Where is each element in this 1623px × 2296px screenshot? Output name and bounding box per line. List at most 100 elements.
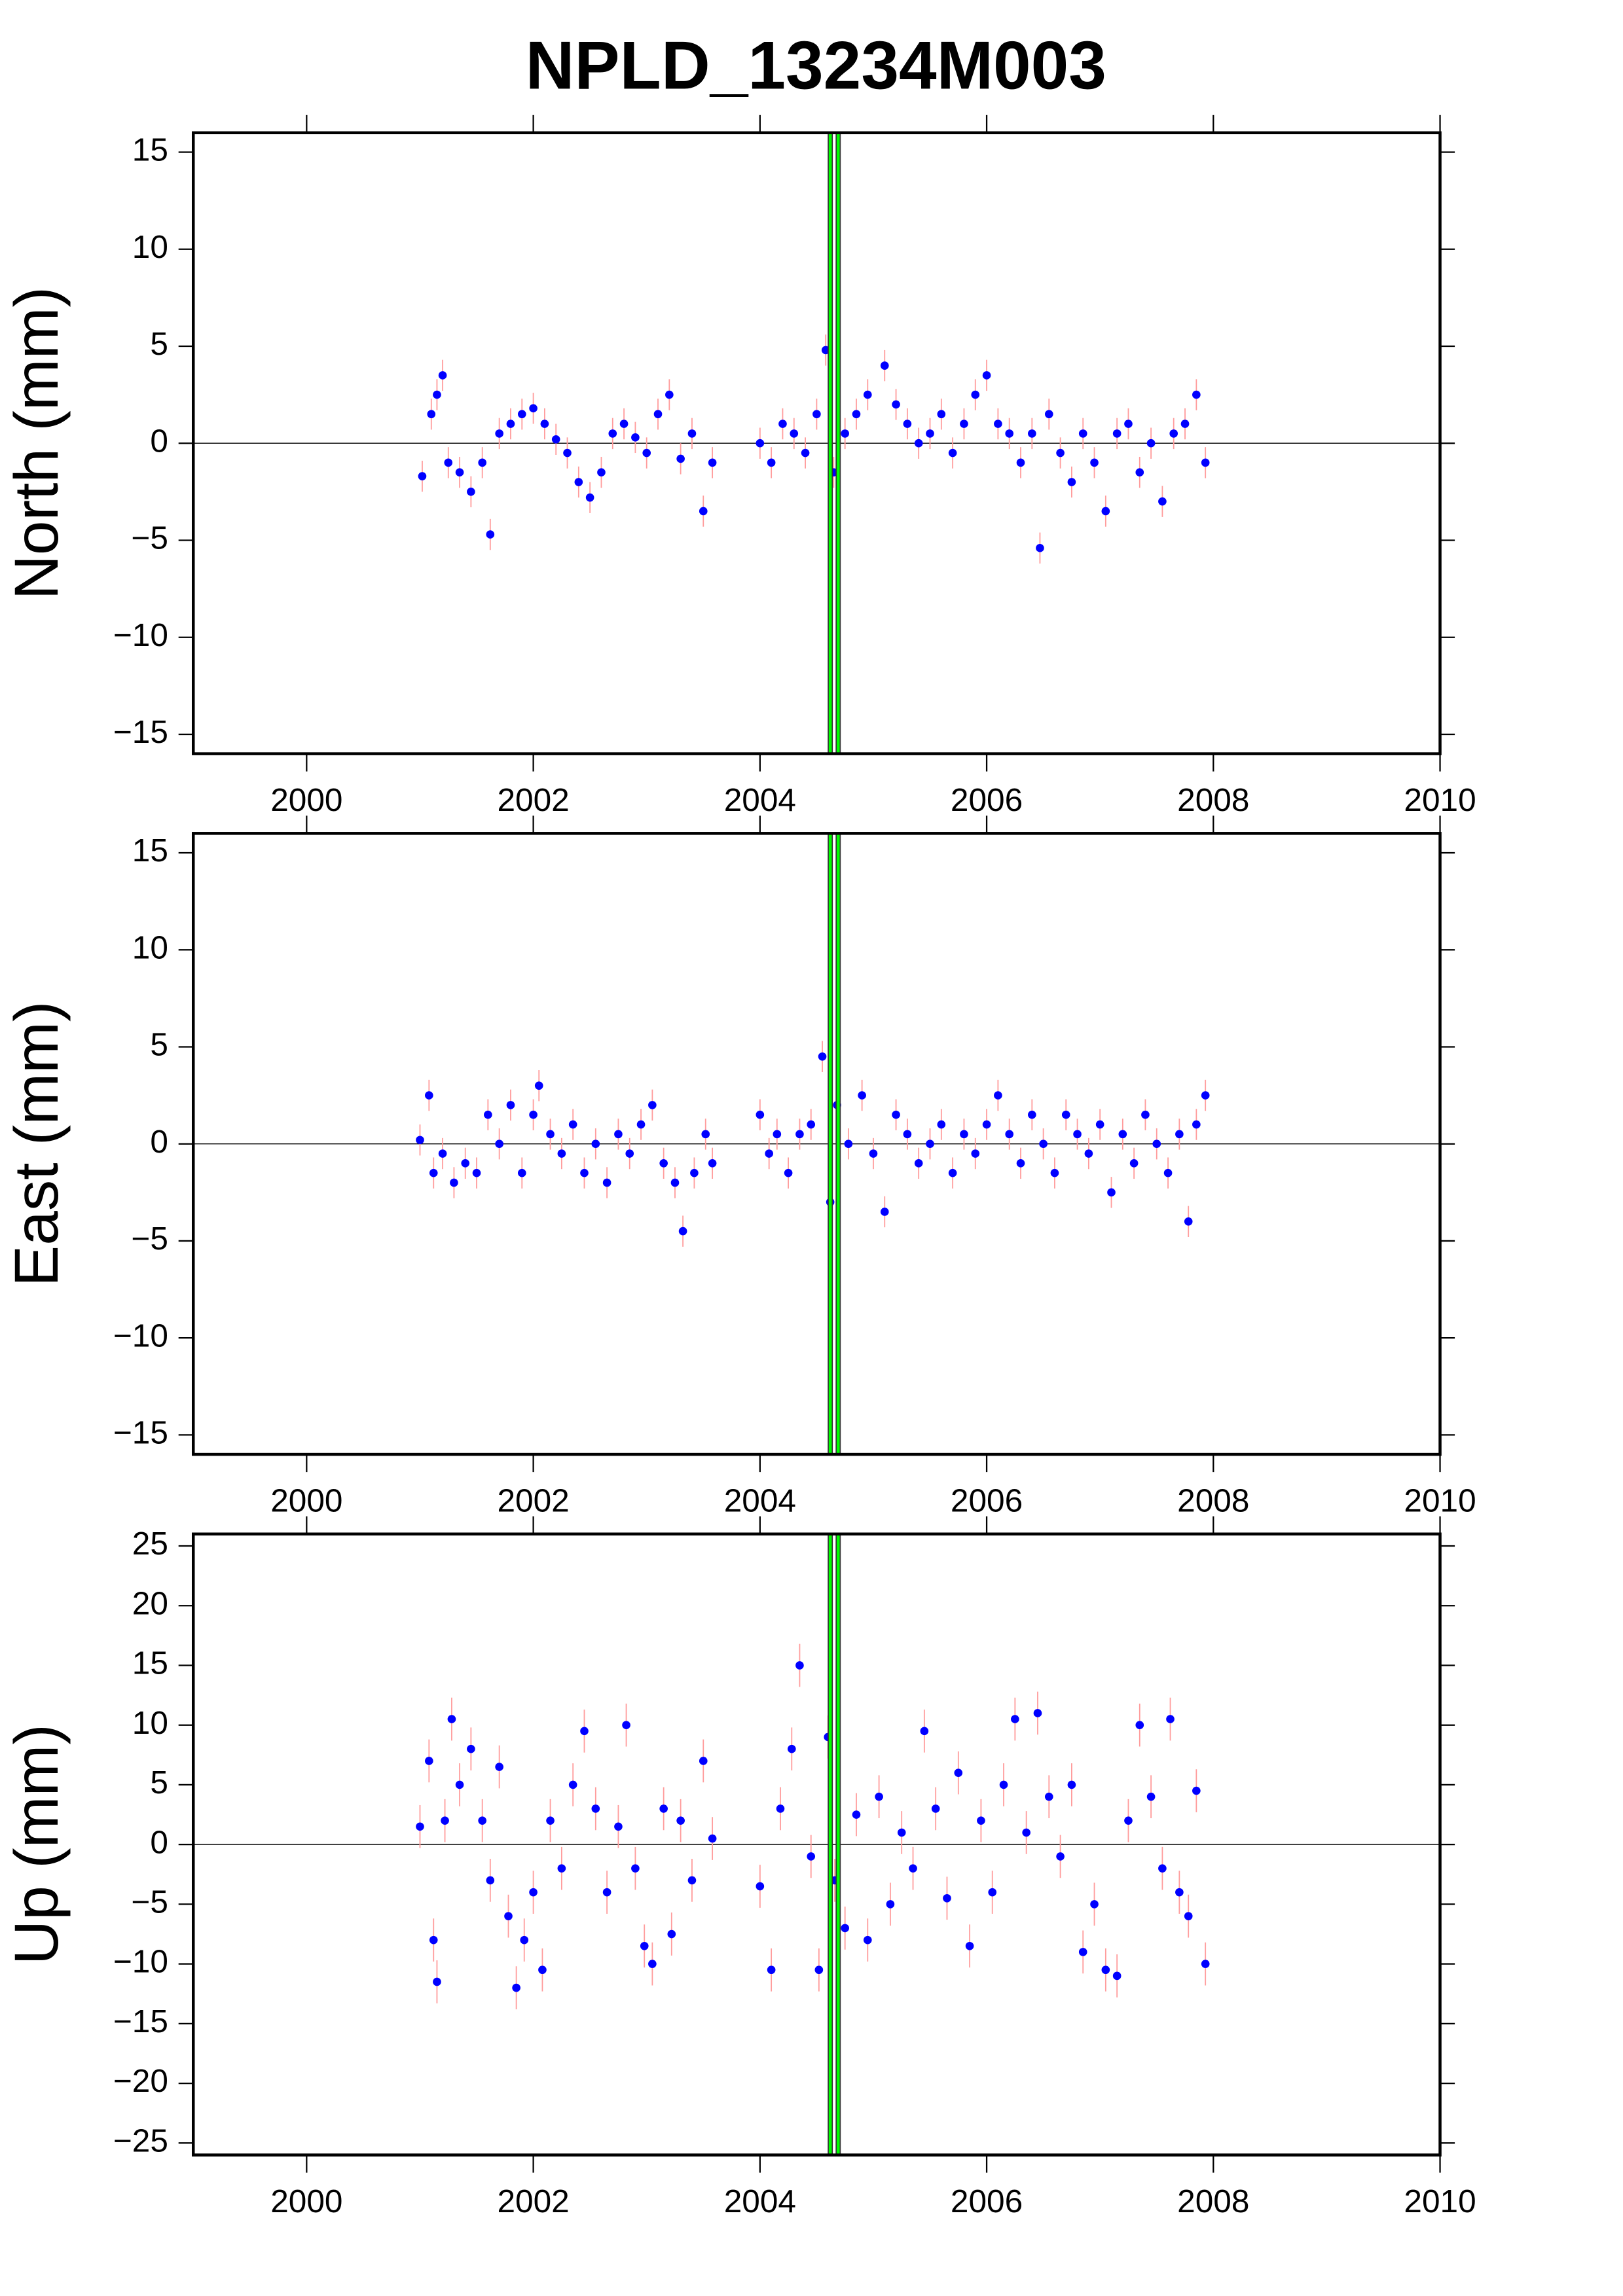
data-point [441, 1816, 449, 1825]
data-point [1118, 1130, 1127, 1139]
y-tick-label: 25 [132, 1525, 168, 1562]
y-tick-label: 15 [132, 832, 168, 869]
y-tick-label: −25 [113, 2122, 168, 2159]
data-point [1146, 1792, 1156, 1801]
data-point [1033, 1709, 1042, 1717]
data-point [597, 468, 606, 476]
data-point [506, 420, 515, 428]
data-point [1201, 1091, 1210, 1100]
data-point [1084, 1149, 1093, 1158]
data-point [659, 1804, 668, 1813]
data-point [538, 1965, 547, 1975]
data-point [960, 420, 968, 428]
data-point [690, 1168, 699, 1177]
data-point [841, 429, 849, 438]
data-point [438, 1149, 447, 1158]
data-point [1129, 1159, 1139, 1168]
data-point [1158, 497, 1167, 506]
x-tick-label: 2002 [497, 781, 569, 818]
data-point [433, 1977, 441, 1986]
data-point [787, 1744, 796, 1753]
data-point [1107, 1188, 1116, 1197]
data-point [1101, 1965, 1110, 1975]
data-point [614, 1130, 623, 1139]
data-point [557, 1149, 566, 1158]
data-point [1112, 1971, 1122, 1981]
plot-frame [191, 131, 1442, 755]
y-tick-label: −20 [113, 2062, 168, 2099]
y-tick-label: 0 [150, 1823, 168, 1860]
x-tick-label: 2002 [497, 2183, 569, 2219]
data-point [1078, 429, 1087, 438]
data-point [841, 1924, 849, 1933]
data-point [880, 361, 889, 370]
data-point [1056, 448, 1065, 457]
data-point [977, 1816, 985, 1825]
data-point [773, 1130, 782, 1139]
data-point [965, 1941, 974, 1950]
data-point [892, 1110, 900, 1119]
data-point [642, 448, 651, 457]
data-point [648, 1960, 657, 1968]
data-point [875, 1792, 883, 1801]
data-point [756, 439, 765, 448]
data-point [529, 404, 538, 413]
data-point [909, 1864, 917, 1873]
data-point [472, 1168, 481, 1177]
data-point [954, 1768, 963, 1777]
x-tick-label: 2008 [1177, 781, 1249, 818]
data-point [631, 1864, 640, 1873]
data-point [580, 1727, 589, 1736]
data-point [574, 478, 583, 486]
data-point [892, 400, 900, 409]
data-point [767, 1965, 776, 1975]
data-point [801, 448, 810, 457]
data-point [1184, 1912, 1193, 1920]
data-point [455, 468, 464, 476]
data-point [608, 429, 617, 438]
data-point [1039, 1139, 1048, 1148]
data-point [625, 1149, 634, 1158]
data-point [1078, 1948, 1087, 1956]
data-point [1184, 1217, 1193, 1226]
data-point [937, 410, 946, 419]
data-point [425, 1091, 433, 1100]
data-point [903, 420, 912, 428]
data-point [897, 1828, 906, 1837]
y-tick-label: −10 [113, 1943, 168, 1980]
data-point [467, 1744, 475, 1753]
data-point [1044, 410, 1053, 419]
data-point [631, 433, 640, 442]
data-point [416, 1136, 424, 1145]
data-point [988, 1888, 997, 1897]
data-point [926, 429, 934, 438]
data-point [447, 1715, 456, 1723]
data-point [517, 410, 526, 419]
data-point [852, 410, 861, 419]
data-point [914, 1159, 923, 1168]
data-point [1158, 1864, 1167, 1873]
data-point [1056, 1852, 1065, 1861]
data-point [994, 420, 1002, 428]
data-point [444, 458, 453, 467]
data-point [1141, 1110, 1150, 1119]
data-point [529, 1110, 538, 1119]
data-point [517, 1168, 526, 1177]
data-point [863, 1935, 872, 1945]
x-tick-label: 2004 [724, 781, 796, 818]
x-tick-label: 2006 [951, 781, 1023, 818]
x-tick-label: 2000 [270, 1482, 342, 1519]
y-tick-label: 5 [150, 1764, 168, 1801]
data-point [903, 1130, 912, 1139]
y-axis-label: East (mm) [2, 1001, 71, 1287]
data-point [814, 1965, 824, 1975]
data-point [418, 472, 427, 480]
data-point [622, 1721, 630, 1730]
data-point [551, 435, 560, 444]
x-tick-label: 2004 [724, 1482, 796, 1519]
y-tick-label: 10 [132, 929, 168, 965]
data-point [699, 507, 708, 516]
y-tick-label: −5 [131, 520, 168, 556]
data-point [520, 1935, 529, 1945]
